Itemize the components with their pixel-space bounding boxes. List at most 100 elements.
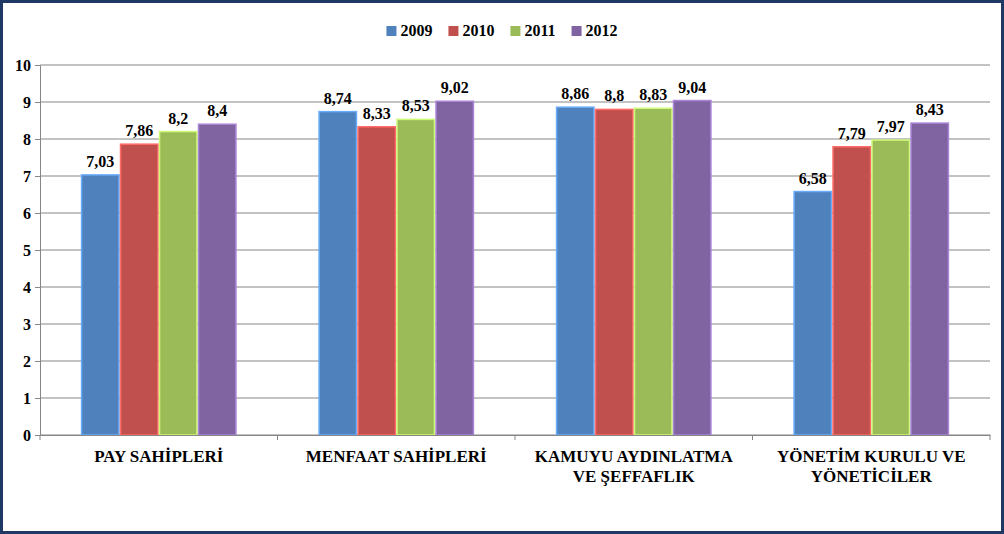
legend-item: 2010 (448, 22, 494, 39)
data-label: 8,83 (639, 86, 667, 103)
data-label: 7,79 (838, 125, 866, 142)
data-label: 6,58 (799, 170, 827, 187)
y-tick-label: 0 (23, 427, 31, 444)
y-tick: 7 (23, 168, 40, 185)
data-label: 8,4 (207, 102, 227, 119)
data-label: 8,8 (604, 87, 624, 104)
y-tick: 1 (23, 390, 40, 407)
legend-item: 2009 (386, 22, 432, 39)
x-boundary-tick (990, 435, 991, 440)
x-tick-label-line: YÖNETİM KURULU VE (777, 447, 966, 466)
y-tick: 10 (15, 57, 40, 74)
x-tick-label: YÖNETİM KURULU VEYÖNETİCİLER (777, 447, 966, 486)
bar-series (199, 101, 949, 435)
data-label: 8,33 (363, 105, 391, 122)
bar (436, 101, 473, 435)
bar (794, 192, 831, 435)
legend-swatch (448, 26, 458, 36)
y-tick-label: 9 (23, 94, 31, 111)
data-label: 9,04 (678, 79, 706, 96)
bar (199, 124, 236, 435)
y-tick: 6 (23, 205, 40, 222)
legend-swatch (572, 26, 582, 36)
y-tick-label: 4 (23, 279, 31, 296)
bar (872, 140, 909, 435)
legend-item: 2011 (510, 22, 555, 39)
y-tick: 2 (23, 353, 40, 370)
bar (397, 119, 434, 435)
x-tick-label-line: PAY SAHİPLERİ (94, 447, 224, 466)
y-tick: 9 (23, 94, 40, 111)
data-label: 8,53 (402, 97, 430, 114)
y-tick-label: 5 (23, 242, 31, 259)
bar (82, 175, 119, 435)
x-tick-label: MENFAAT SAHİPLERİ (306, 447, 487, 466)
data-label: 7,03 (86, 153, 114, 170)
x-tick-label: PAY SAHİPLERİ (94, 447, 224, 466)
y-tick-label: 8 (23, 131, 31, 148)
bar-series (121, 109, 871, 435)
y-tick-label: 10 (15, 57, 31, 74)
x-tick: KAMUYU AYDINLATMAVE ŞEFFAFLIK (535, 447, 734, 486)
y-tick-mark (35, 176, 40, 177)
y-tick-label: 2 (23, 353, 31, 370)
legend-label: 2009 (400, 22, 432, 39)
chart-svg: 0 1 2 3 4 5 6 7 8 9 10 PAY SAHİPLERİ MENFAAT SAHİPLE… (0, 0, 1004, 534)
y-tick: 3 (23, 316, 40, 333)
legend-label: 2010 (462, 22, 494, 39)
x-boundary-tick (515, 435, 516, 440)
legend-item: 2012 (572, 22, 618, 39)
data-label: 8,74 (324, 90, 352, 107)
y-tick: 8 (23, 131, 40, 148)
bar (911, 123, 948, 435)
legend-swatch (510, 26, 520, 36)
data-label: 8,86 (561, 85, 589, 102)
grid-line (40, 102, 990, 103)
background (0, 0, 1004, 534)
data-label: 7,86 (125, 122, 153, 139)
y-tick: 0 (23, 427, 40, 444)
bar (596, 109, 633, 435)
y-tick-mark (35, 250, 40, 251)
x-tick-label-line: VE ŞEFFAFLIK (573, 467, 696, 486)
y-tick-mark (35, 435, 40, 436)
x-boundary-tick (752, 435, 753, 440)
bar (674, 101, 711, 435)
x-tick: YÖNETİM KURULU VEYÖNETİCİLER (777, 447, 966, 486)
y-tick-mark (35, 102, 40, 103)
x-tick-label-line: KAMUYU AYDINLATMA (535, 447, 734, 466)
data-label: 8,2 (168, 110, 188, 127)
x-boundary-tick (277, 435, 278, 440)
x-tick-label-line: MENFAAT SAHİPLERİ (306, 447, 487, 466)
frame (2, 2, 1003, 533)
x-boundary-tick (40, 435, 41, 440)
data-labels: 7,03 8,74 8,86 6,58 7,86 8,33 8,8 7,79 8,2 8,53 8,… (86, 79, 943, 187)
y-tick-mark (35, 361, 40, 362)
y-tick-mark (35, 65, 40, 66)
y-tick-mark (35, 324, 40, 325)
bar (557, 107, 594, 435)
bar-series (160, 108, 910, 435)
y-tick: 5 (23, 242, 40, 259)
legend-label: 2011 (524, 22, 555, 39)
x-axis: PAY SAHİPLERİ MENFAAT SAHİPLERİ KAMUYU AYD… (41, 436, 991, 487)
bar (635, 108, 672, 435)
bars (82, 101, 949, 435)
bar (160, 132, 197, 435)
y-tick-label: 1 (23, 390, 31, 407)
data-label: 7,97 (877, 118, 905, 135)
bar (833, 147, 870, 435)
legend-label: 2012 (586, 22, 618, 39)
grid-line (40, 65, 990, 66)
bar (319, 112, 356, 435)
y-tick: 4 (23, 279, 40, 296)
y-tick-label: 7 (23, 168, 31, 185)
x-tick: PAY SAHİPLERİ (94, 447, 224, 466)
x-tick-label: KAMUYU AYDINLATMAVE ŞEFFAFLIK (535, 447, 734, 486)
data-label: 8,43 (916, 101, 944, 118)
x-tick-label-line: YÖNETİCİLER (811, 467, 933, 486)
x-tick: MENFAAT SAHİPLERİ (306, 447, 487, 466)
y-tick-mark (35, 398, 40, 399)
legend: 2009 2010 2011 2012 (386, 22, 617, 39)
legend-swatch (386, 26, 396, 36)
